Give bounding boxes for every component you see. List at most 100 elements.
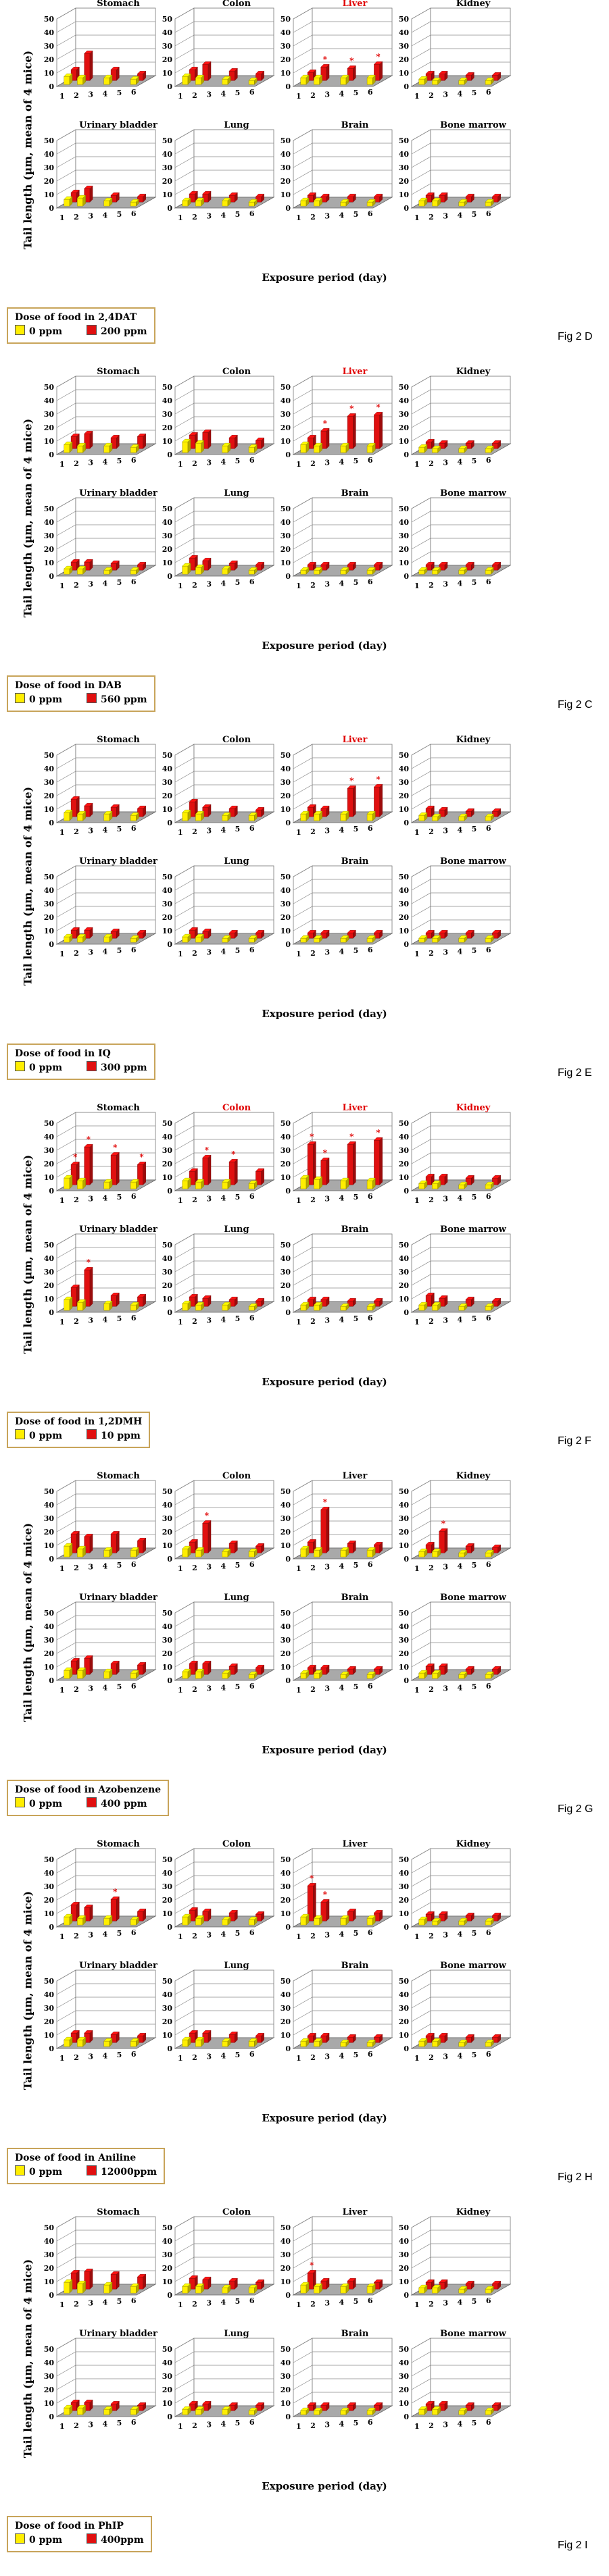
x-tick-label: 1	[178, 460, 183, 469]
gridline	[293, 1480, 392, 1492]
gridline	[411, 403, 510, 415]
y-tick-label: 0	[404, 1676, 409, 1685]
bar-treated	[307, 192, 316, 203]
legend: Dose of food in 2,4DAT 0 ppm 200 ppm	[7, 307, 155, 344]
x-tick-label: 6	[131, 2296, 137, 2305]
x-tick-label: 1	[59, 1196, 65, 1205]
x-tick-label: 6	[368, 1192, 373, 1201]
x-tick-label: 6	[368, 209, 373, 218]
legend-item: 0 ppm	[15, 1061, 62, 1073]
bar-treated	[373, 1666, 383, 1675]
gridline	[174, 129, 274, 141]
bar-treated	[465, 1912, 474, 1922]
y-tick-label: 10	[281, 69, 291, 78]
gridline	[293, 538, 392, 550]
gridline	[56, 1875, 155, 1887]
gridline	[56, 2392, 155, 2404]
gridline	[293, 497, 392, 509]
x-tick-label: 2	[74, 2421, 79, 2430]
x-tick-label: 2	[74, 1564, 79, 1572]
gridline	[411, 2392, 510, 2404]
bar-treated	[137, 1908, 147, 1922]
bar-control	[313, 197, 323, 207]
bar-treated	[228, 1663, 238, 1675]
y-tick-label: 0	[285, 1676, 291, 1685]
y-tick-label: 10	[44, 1173, 55, 1182]
y-tick-label: 0	[285, 1923, 291, 1932]
y-tick-label: 10	[44, 2399, 55, 2408]
figure-3: Tail length (µm, mean of 4 mice) Stomach 0…	[0, 1103, 609, 1472]
x-tick-label: 3	[88, 2421, 93, 2429]
y-tick-label: 10	[162, 927, 173, 935]
bar-treated: *	[320, 55, 330, 81]
x-tick-label: 2	[310, 949, 316, 958]
back-wall	[430, 1601, 511, 1670]
bar-control	[431, 1548, 441, 1557]
panel-title: Lung	[224, 488, 249, 498]
chart-panel: Brain 0 10 20 30 40 50 1 2 3 4 5 6	[277, 120, 406, 230]
gridline	[56, 1112, 155, 1124]
bar-treated	[84, 2268, 93, 2290]
x-tick-label: 2	[74, 213, 79, 222]
bar-control	[248, 2038, 258, 2047]
figure-0: Tail length (µm, mean of 4 mice) Stomach 0…	[0, 0, 609, 367]
x-tick-label: 2	[310, 1195, 316, 1204]
gridline	[411, 2338, 510, 2350]
bar-control	[103, 933, 113, 943]
gridline	[293, 2392, 392, 2404]
back-wall	[193, 865, 274, 934]
bar-control	[103, 1547, 113, 1557]
y-tick-label: 20	[399, 1281, 410, 1290]
y-tick-label: 30	[399, 1268, 410, 1277]
gridline	[411, 389, 510, 401]
chart-panel: Stomach 0 10 20 30 40 50 1 2 3 4 5 6	[41, 735, 169, 844]
y-tick-label: 30	[162, 2004, 173, 2013]
x-tick-label: 1	[178, 1564, 183, 1573]
y-tick-label: 0	[49, 1187, 54, 1195]
bar-control	[182, 809, 191, 821]
y-tick-label: 10	[162, 1295, 173, 1304]
bar-control	[222, 1179, 231, 1189]
gridline	[411, 1233, 510, 1245]
y-tick-label: 30	[399, 42, 410, 51]
y-tick-label: 10	[44, 190, 55, 199]
x-tick-label: 1	[59, 828, 65, 837]
x-tick-label: 3	[443, 2421, 448, 2429]
gridline	[411, 1888, 510, 1901]
bar-control	[76, 2404, 87, 2415]
gridline	[56, 1615, 155, 1627]
chart-panel: Lung 0 10 20 30 40 50 1 2 3 4 5 6	[159, 2329, 287, 2438]
gridline	[174, 1534, 274, 1546]
bar-treated: *	[307, 2261, 316, 2290]
bar-treated	[110, 2031, 120, 2043]
legend: Dose of food in DAB 0 ppm 560 ppm	[7, 675, 155, 712]
bar-treated	[465, 440, 474, 449]
gridline	[411, 1534, 510, 1546]
gridline	[411, 1902, 510, 1914]
bar-control	[313, 1915, 323, 1926]
y-tick-label: 20	[162, 1160, 173, 1168]
panel-title: Liver	[342, 367, 368, 377]
x-tick-label: 1	[414, 2422, 420, 2431]
bar-treated	[320, 2402, 330, 2411]
y-tick-label: 30	[162, 1146, 173, 1155]
y-tick-label: 40	[44, 1133, 55, 1141]
x-tick-label: 4	[339, 825, 345, 834]
x-tick-label: 6	[249, 2418, 255, 2427]
bar-control	[313, 1547, 323, 1557]
y-tick-label: 20	[44, 2264, 55, 2273]
x-tick-label: 6	[249, 2296, 255, 2305]
y-tick-label: 20	[281, 913, 291, 922]
x-tick-label: 4	[103, 211, 108, 220]
gridline	[56, 403, 155, 415]
bar-control	[366, 810, 376, 821]
x-tick-label: 2	[192, 91, 197, 100]
y-tick-label: 0	[404, 1923, 409, 1932]
chart-panel: Urinary bladder 0 10 20 30 40 50 1 2 3 4 5 6	[41, 856, 169, 966]
x-tick-label: 5	[472, 2051, 477, 2059]
x-tick-label: 1	[296, 2300, 301, 2309]
y-tick-label: 0	[285, 1308, 291, 1317]
panel-title: Stomach	[97, 367, 140, 377]
bar-control	[300, 197, 310, 207]
bar-treated	[137, 805, 147, 817]
